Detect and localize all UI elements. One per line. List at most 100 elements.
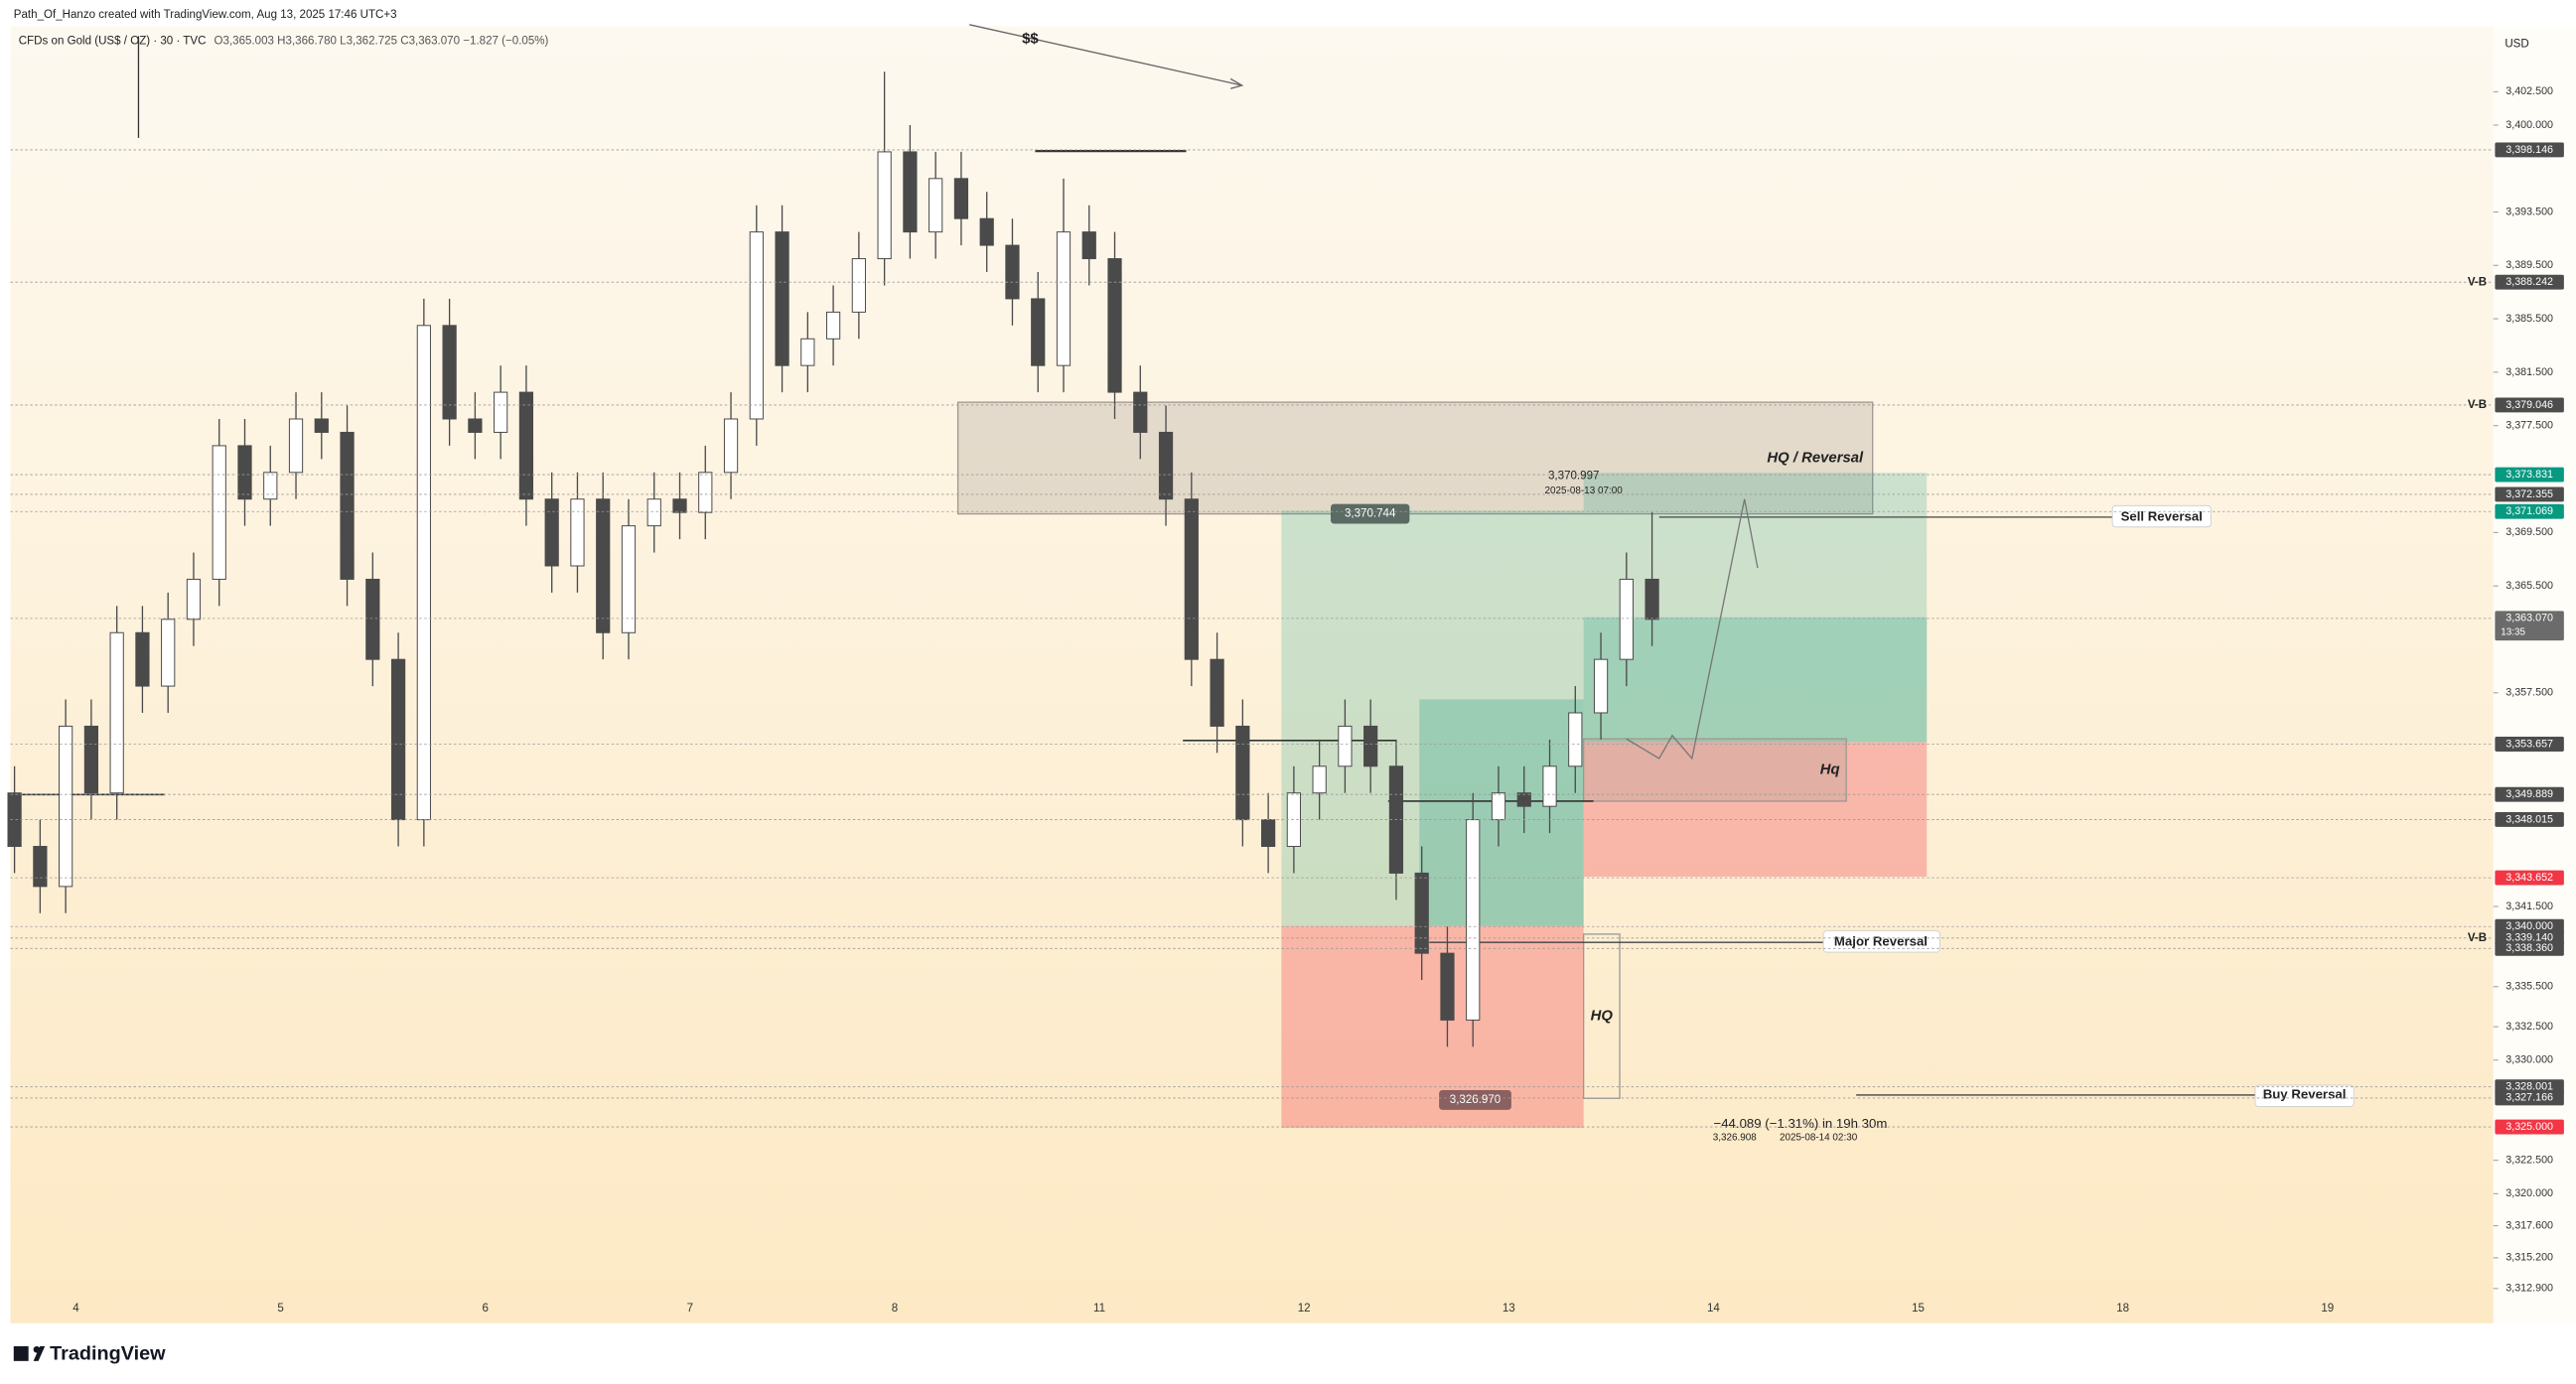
price-tag <box>2495 786 2564 802</box>
candle-body <box>646 498 661 527</box>
price-badge <box>1439 1090 1511 1110</box>
candles <box>7 71 1659 1047</box>
label-box <box>1822 930 1940 953</box>
price-tag-label: 3,379.046 <box>2505 399 2553 411</box>
candle-body <box>1005 244 1020 300</box>
candle-body <box>596 498 611 633</box>
hq-zone <box>1582 738 1847 802</box>
price-tag-label: 3,328.001 <box>2505 1081 2553 1093</box>
annotation: $$ <box>1022 32 1039 48</box>
price-tag-label: 3,363.070 <box>2505 613 2553 624</box>
candle-body <box>1031 298 1046 366</box>
logo-mark <box>33 1345 46 1361</box>
price-tag-label: 3,353.657 <box>2505 738 2553 750</box>
candle-body <box>775 231 789 366</box>
candle-body <box>953 178 969 219</box>
candle-body <box>365 578 380 660</box>
price-tag <box>2495 1119 2564 1135</box>
price-tag-label: 3,338.360 <box>2505 942 2553 954</box>
brand: TradingView <box>50 1342 166 1364</box>
annotation: HQ <box>1591 1009 1614 1025</box>
price-tag <box>2495 467 2564 483</box>
candle-body <box>877 151 892 260</box>
price-tag-label: 3,388.242 <box>2505 276 2553 288</box>
candle-body <box>263 472 278 500</box>
candle-body <box>7 792 22 848</box>
price-tag-label: 3,343.652 <box>2505 872 2553 884</box>
annotation: Buy Reversal <box>2263 1086 2347 1101</box>
annotation: 3,370.997 <box>1548 471 1599 483</box>
price-tag <box>2495 1090 2564 1106</box>
price-tag <box>2495 611 2564 641</box>
arrow-line <box>969 24 1242 86</box>
y-tick-label: 3,312.900 <box>2505 1283 2553 1295</box>
logo-mark <box>13 1345 29 1361</box>
candle-body <box>749 231 764 420</box>
candle-body <box>1491 792 1506 821</box>
arrow-head <box>1229 77 1244 89</box>
candle-body <box>416 325 431 821</box>
x-tick-label: 11 <box>1093 1303 1105 1315</box>
candle-body <box>1593 658 1609 714</box>
price-tag <box>2495 918 2564 934</box>
y-tick-label: 3,365.500 <box>2505 580 2553 592</box>
candle-body <box>979 217 994 246</box>
candle-body <box>723 418 739 474</box>
y-tick-label: 3,322.500 <box>2505 1155 2553 1167</box>
candle-body <box>903 151 918 233</box>
x-tick-label: 13 <box>1503 1303 1515 1315</box>
y-tick-label: 3,315.200 <box>2505 1252 2553 1264</box>
y-tick-label: 3,335.500 <box>2505 981 2553 993</box>
annotation: 3,326.970 <box>1450 1094 1501 1106</box>
author-line: Path_Of_Hanzo created with TradingView.c… <box>14 9 397 21</box>
annotation: 3,370.744 <box>1345 508 1396 520</box>
candle-body <box>390 658 406 821</box>
candle-body <box>212 445 226 580</box>
price-tag-label: 3,398.146 <box>2505 144 2553 156</box>
long-target-zone <box>1281 510 1584 926</box>
candle-body <box>570 498 585 567</box>
candle-body <box>1414 872 1429 954</box>
candle-body <box>518 391 534 500</box>
x-tick-label: 19 <box>2321 1303 2334 1315</box>
candle-body <box>672 498 687 513</box>
candle-body <box>1619 578 1634 660</box>
price-tag <box>2495 274 2564 290</box>
level-note: V-B <box>2468 399 2487 411</box>
hq-reversal-zone <box>956 401 1874 515</box>
y-tick-label: 3,381.500 <box>2505 366 2553 378</box>
y-tick-label: 3,377.500 <box>2505 420 2553 432</box>
candle-body <box>1056 231 1072 366</box>
x-tick-label: 8 <box>892 1303 898 1315</box>
annotation: Sell Reversal <box>2121 508 2203 523</box>
x-tick-label: 4 <box>72 1303 79 1315</box>
price-tag <box>2495 503 2564 519</box>
candle-body <box>825 311 841 340</box>
candle-body <box>33 846 48 888</box>
candle-body <box>161 619 176 687</box>
price-tag-label: 3,340.000 <box>2505 920 2553 932</box>
x-tick-label: 5 <box>277 1303 283 1315</box>
price-tag-label: 3,372.355 <box>2505 488 2553 500</box>
axes: 3,402.500 3,400.000 3,393.500 3,389.500 3,38… <box>10 85 2564 1315</box>
price-tag <box>2495 811 2564 827</box>
annotation: HQ / Reversal <box>1767 450 1864 466</box>
label-box <box>2111 504 2212 528</box>
annotation: 3,326.908 <box>1713 1133 1758 1144</box>
candle-body <box>288 418 304 474</box>
candle-body <box>1466 819 1481 1021</box>
x-tick-label: 7 <box>687 1303 693 1315</box>
annotation: −44.089 (−1.31%) in 19h 30m <box>1713 1116 1887 1131</box>
price-tag-label: 3,373.831 <box>2505 469 2553 481</box>
candle-body <box>544 498 559 567</box>
annotation: Major Reversal <box>1834 934 1928 949</box>
candle-body <box>1235 725 1250 821</box>
candle-body <box>1081 231 1096 260</box>
y-tick-label: 3,389.500 <box>2505 259 2553 271</box>
price-tag-label: 3,348.015 <box>2505 813 2553 825</box>
y-tick-label: 3,320.000 <box>2505 1187 2553 1199</box>
y-tick-label: 3,400.000 <box>2505 119 2553 131</box>
y-tick-label: 3,330.000 <box>2505 1054 2553 1066</box>
